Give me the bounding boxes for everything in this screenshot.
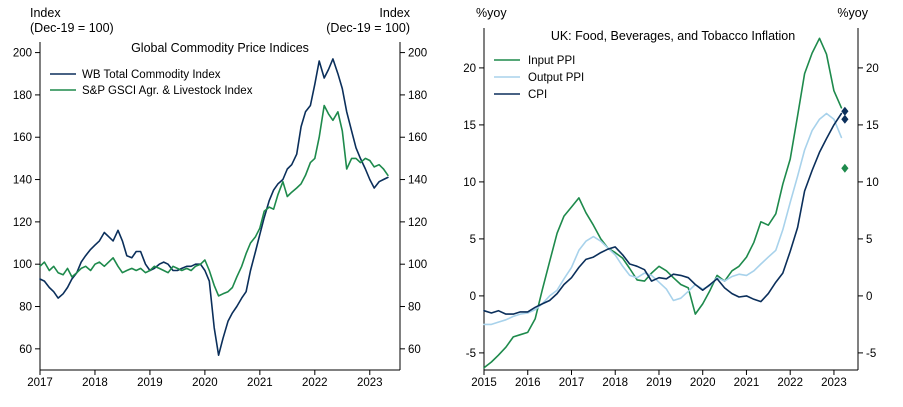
left-chart-left-y-tick-label-60: 60 xyxy=(19,344,32,356)
left-chart-left-unit-line2: (Dec-19 = 100) xyxy=(30,21,114,35)
right-chart-legend: Input PPI Output PPI CPI xyxy=(494,55,584,101)
right-chart-left-y-tick-label-20: 20 xyxy=(463,63,476,75)
left-chart-right-y-tick-label-60: 60 xyxy=(408,344,421,356)
right-chart-x-tick-label-2016: 2016 xyxy=(515,377,541,389)
legend-label-input-ppi: Input PPI xyxy=(528,55,575,67)
left-chart-right-y-tick-label-180: 180 xyxy=(408,90,427,102)
right-chart-series-input-ppi xyxy=(483,37,843,369)
left-chart-x-tick-label-2019: 2019 xyxy=(137,377,163,389)
right-chart-right-y-tick-label-10: 10 xyxy=(866,177,879,189)
right-chart-right-y-tick-label-5: 5 xyxy=(866,234,872,246)
left-chart-right-y-tick-label-80: 80 xyxy=(408,302,421,314)
right-chart-x-tick-label-2018: 2018 xyxy=(602,377,628,389)
left-chart-x-tick-label-2022: 2022 xyxy=(302,377,328,389)
right-chart-y-ticks: -5 -5 0 0 5 5 10 10 15 15 20 20 xyxy=(463,63,879,360)
right-chart: %yoy %yoy UK: Food, Beverages, and Tobac… xyxy=(463,6,879,389)
left-chart-right-y-tick-label-160: 160 xyxy=(408,132,427,144)
right-chart-marker-output-ppi-latest xyxy=(841,114,849,124)
left-chart-x-tick-label-2021: 2021 xyxy=(247,377,273,389)
left-chart-series-s-p-gsci-agr-livestock-index xyxy=(39,104,389,297)
right-chart-series-cpi xyxy=(483,112,843,315)
right-chart-x-ticks: 2015 2016 2017 2018 2019 2020 2021 2022 2023 xyxy=(471,370,847,389)
right-chart-x-tick-label-2019: 2019 xyxy=(646,377,672,389)
right-chart-series-output-ppi xyxy=(483,112,843,326)
left-chart-right-y-tick-label-140: 140 xyxy=(408,175,427,187)
right-chart-left-y-tick-label-10: 10 xyxy=(463,177,476,189)
right-chart-marker-input-ppi-latest xyxy=(841,163,849,173)
left-chart-x-tick-label-2023: 2023 xyxy=(357,377,383,389)
right-chart-left-y-tick-label-15: 15 xyxy=(463,120,476,132)
left-chart-legend: WB Total Commodity Index S&P GSCI Agr. &… xyxy=(50,69,253,97)
left-chart-right-y-tick-label-120: 120 xyxy=(408,217,427,229)
left-chart-right-y-tick-label-200: 200 xyxy=(408,48,427,60)
left-chart-x-tick-label-2020: 2020 xyxy=(192,377,218,389)
right-chart-right-unit: %yoy xyxy=(837,6,868,20)
left-chart-left-y-tick-label-180: 180 xyxy=(13,90,32,102)
left-chart-x-ticks: 2017 2018 2019 2020 2021 2022 2023 xyxy=(27,370,383,389)
left-chart-x-tick-label-2017: 2017 xyxy=(27,377,53,389)
right-chart-left-unit: %yoy xyxy=(476,6,507,20)
right-chart-right-y-tick-label-15: 15 xyxy=(866,120,879,132)
left-chart-left-y-tick-label-100: 100 xyxy=(13,259,32,271)
right-chart-left-y-tick-label-5: -5 xyxy=(466,348,476,360)
left-chart-left-y-tick-label-140: 140 xyxy=(13,175,32,187)
right-chart-left-y-tick-label-5: 5 xyxy=(470,234,476,246)
right-chart-series xyxy=(483,37,849,369)
right-chart-x-tick-label-2021: 2021 xyxy=(734,377,760,389)
right-chart-x-tick-label-2017: 2017 xyxy=(559,377,585,389)
legend-label-wb-total-commodity: WB Total Commodity Index xyxy=(82,69,221,81)
legend-label-output-ppi: Output PPI xyxy=(528,72,584,84)
left-chart-left-y-tick-label-80: 80 xyxy=(19,302,32,314)
right-chart-x-tick-label-2015: 2015 xyxy=(471,377,497,389)
right-chart-x-tick-label-2022: 2022 xyxy=(777,377,803,389)
legend-label-sp-gsci: S&P GSCI Agr. & Livestock Index xyxy=(82,85,253,97)
left-chart-y-ticks: 60 60 80 80 100 100 120 120 140 140 160 160 180 180 20… xyxy=(13,48,427,356)
right-chart-x-tick-label-2020: 2020 xyxy=(690,377,716,389)
left-chart-right-y-tick-label-100: 100 xyxy=(408,259,427,271)
right-chart-left-y-tick-label-0: 0 xyxy=(470,291,476,303)
left-chart-left-y-tick-label-200: 200 xyxy=(13,48,32,60)
left-chart: Index (Dec-19 = 100) Index (Dec-19 = 100… xyxy=(13,6,427,389)
left-chart-series-wb-total-commodity-index xyxy=(39,58,389,356)
right-chart-right-y-tick-label-0: 0 xyxy=(866,291,872,303)
left-chart-right-unit-line2: (Dec-19 = 100) xyxy=(326,21,410,35)
legend-label-cpi: CPI xyxy=(528,89,547,101)
right-chart-x-tick-label-2023: 2023 xyxy=(821,377,847,389)
left-chart-left-y-tick-label-120: 120 xyxy=(13,217,32,229)
left-chart-right-unit-line1: Index xyxy=(379,6,410,20)
left-chart-left-y-tick-label-160: 160 xyxy=(13,132,32,144)
right-chart-right-y-tick-label-5: -5 xyxy=(866,348,876,360)
left-chart-x-tick-label-2018: 2018 xyxy=(82,377,108,389)
left-chart-title: Global Commodity Price Indices xyxy=(131,41,309,55)
right-chart-right-y-tick-label-20: 20 xyxy=(866,63,879,75)
left-chart-left-unit-line1: Index xyxy=(30,6,61,20)
right-chart-marker-cpi-latest xyxy=(841,106,849,116)
right-chart-title: UK: Food, Beverages, and Tobacco Inflati… xyxy=(551,29,795,43)
left-chart-series xyxy=(39,58,389,356)
